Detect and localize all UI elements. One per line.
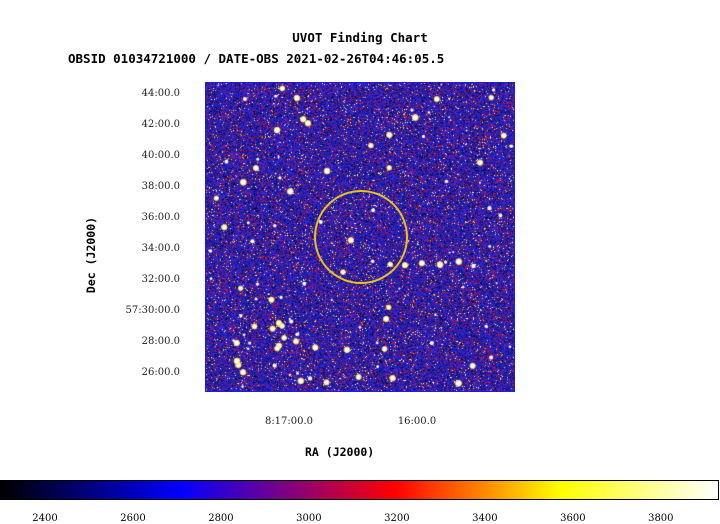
x-tick-label: 16:00.0 <box>397 416 437 427</box>
y-tick-label: 44:00.0 <box>141 88 180 99</box>
chart-title: UVOT Finding Chart <box>292 30 428 45</box>
colorbar-tick-label: 2800 <box>208 513 234 524</box>
colorbar-tick-label: 3800 <box>648 513 674 524</box>
colorbar <box>0 480 719 500</box>
y-axis-label: Dec (J2000) <box>84 216 98 294</box>
y-tick-label: 57:30:00.0 <box>125 305 180 316</box>
y-tick-label: 38:00.0 <box>141 181 180 192</box>
sky-image <box>206 83 514 391</box>
y-tick-label: 26:00.0 <box>141 367 180 378</box>
chart-subtitle: OBSID 01034721000 / DATE-OBS 2021-02-26T… <box>68 51 445 66</box>
colorbar-tick-label: 3600 <box>560 513 586 524</box>
y-tick-label: 32:00.0 <box>141 274 180 285</box>
y-tick-label: 28:00.0 <box>141 336 180 347</box>
colorbar-tick-label: 2600 <box>120 513 146 524</box>
y-tick-label: 42:00.0 <box>141 119 180 130</box>
colorbar-tick-label: 3400 <box>472 513 498 524</box>
y-tick-label: 36:00.0 <box>141 212 180 223</box>
x-axis-label: RA (J2000) <box>305 445 375 459</box>
colorbar-tick-label: 3000 <box>296 513 322 524</box>
overlay <box>314 190 408 284</box>
colorbar-tick-label: 3200 <box>384 513 410 524</box>
colorbar-gradient <box>1 481 718 499</box>
colorbar-tick-label: 2400 <box>32 513 58 524</box>
source-circle <box>314 190 408 284</box>
y-tick-label: 34:00.0 <box>141 243 180 254</box>
image-frame <box>205 82 515 392</box>
x-tick-label: 8:17:00.0 <box>264 416 314 427</box>
y-tick-label: 40:00.0 <box>141 150 180 161</box>
